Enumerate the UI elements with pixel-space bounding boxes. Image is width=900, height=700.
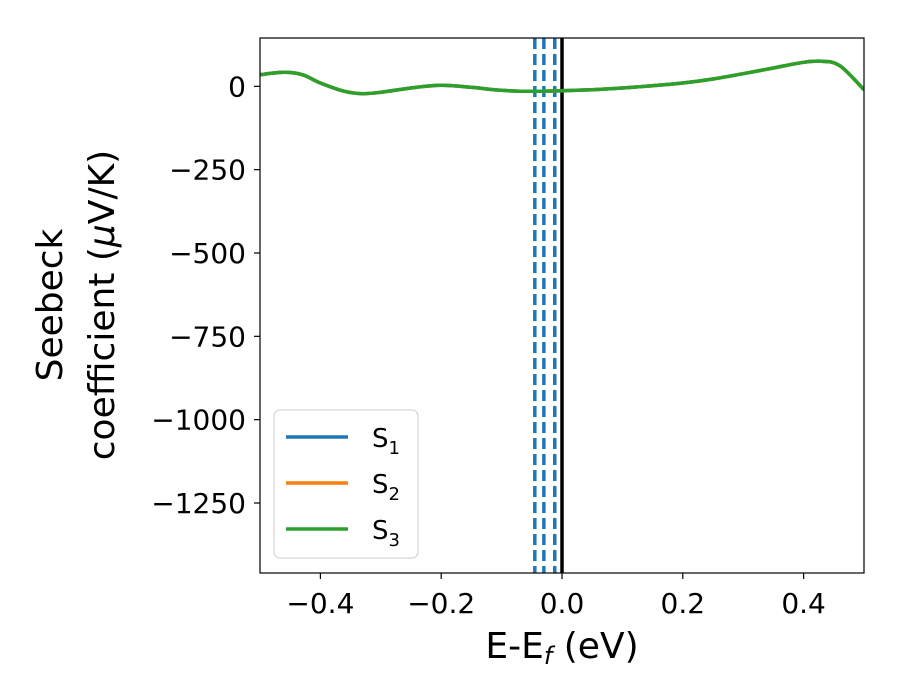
- legend-label-s2: S2: [372, 470, 400, 505]
- y-tick-label: 0: [228, 70, 246, 103]
- x-tick-label: −0.2: [407, 587, 475, 620]
- x-axis-title: E-Ef (eV): [485, 626, 638, 670]
- legend-label-s1: S1: [372, 424, 400, 459]
- x-tick-label: −0.4: [286, 587, 354, 620]
- y-tick-label: −750: [169, 320, 246, 353]
- y-axis-title-line1: Seebeck: [30, 228, 71, 381]
- legend: S1 S2 S3: [273, 409, 419, 559]
- y-tick-label: −1000: [151, 404, 246, 437]
- y-axis-title: Seebeck coefficient (μV/K): [30, 150, 123, 460]
- y-tick-label: −1250: [151, 487, 246, 520]
- y-tick-label: −500: [169, 237, 246, 270]
- y-axis-title-line2: coefficient (μV/K): [82, 150, 123, 460]
- series-line-s3: [260, 59, 864, 96]
- vertical-marker-lines: [533, 38, 564, 573]
- series-layer: [260, 59, 864, 96]
- x-tick-label: 0.4: [781, 587, 826, 620]
- y-axis-ticks: 0 −250 −500 −750 −1000 −1250: [151, 70, 260, 520]
- x-axis-ticks: −0.4 −0.2 0.0 0.2 0.4: [286, 573, 826, 620]
- y-tick-label: −250: [169, 154, 246, 187]
- x-tick-label: 0.0: [540, 587, 585, 620]
- legend-label-s3: S3: [372, 516, 400, 551]
- x-tick-label: 0.2: [661, 587, 706, 620]
